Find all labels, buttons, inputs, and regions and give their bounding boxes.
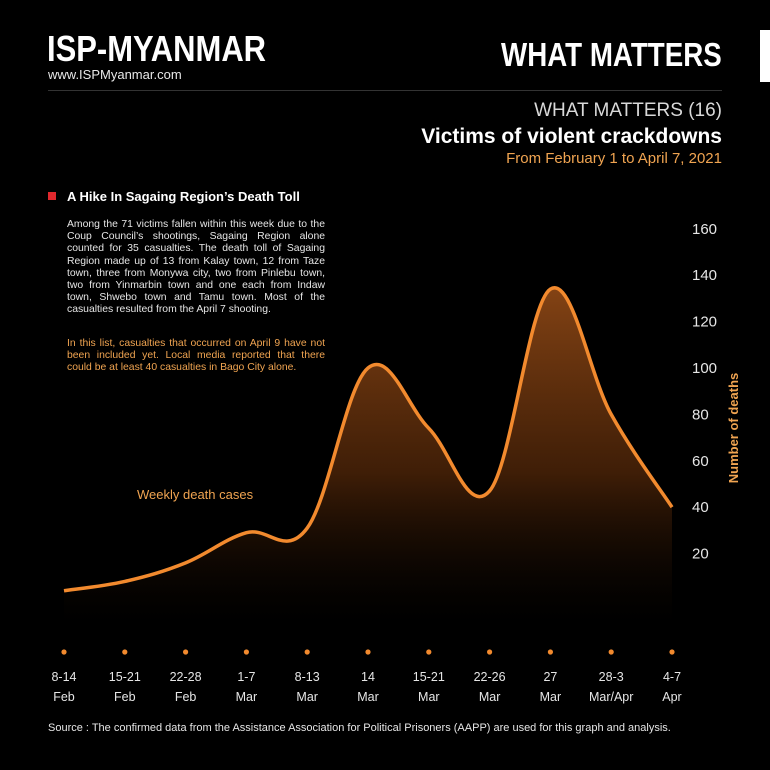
x-tick-label: 27 — [543, 670, 557, 684]
x-axis-dot — [61, 649, 67, 655]
x-tick-label: 15-21 — [109, 670, 141, 684]
y-tick-label: 20 — [692, 546, 709, 563]
section-bullet-icon — [48, 192, 56, 200]
x-axis-dot — [669, 649, 675, 655]
series-label: Weekly death cases — [137, 487, 254, 502]
source-note: Source : The confirmed data from the Ass… — [48, 722, 671, 734]
x-axis-dot — [608, 649, 614, 655]
y-tick-label: 60 — [692, 453, 709, 470]
area-fill — [64, 287, 672, 625]
x-axis-dot — [365, 649, 371, 655]
brand-url: www.ISPMyanmar.com — [48, 67, 182, 82]
x-axis-dot — [426, 649, 432, 655]
x-tick-sublabel: Mar — [418, 690, 440, 704]
y-axis-label: Number of deaths — [726, 373, 741, 484]
x-tick-sublabel: Apr — [662, 690, 681, 704]
brand-logo-text: ISP-MYANMAR — [47, 28, 267, 69]
x-tick-sublabel: Feb — [53, 690, 75, 704]
y-tick-label: 140 — [692, 267, 717, 284]
x-tick-sublabel: Mar — [236, 690, 258, 704]
x-tick-sublabel: Feb — [114, 690, 136, 704]
y-tick-label: 100 — [692, 360, 717, 377]
x-tick-label: 22-28 — [170, 670, 202, 684]
x-axis-dot — [487, 649, 493, 655]
x-tick-sublabel: Mar — [296, 690, 318, 704]
section-note-text: In this list, casualties that occurred o… — [67, 338, 325, 374]
x-tick-label: 8-14 — [51, 670, 76, 684]
x-axis-dot — [304, 649, 310, 655]
x-tick-sublabel: Mar — [540, 690, 562, 704]
header-what-matters: WHAT MATTERS — [501, 36, 722, 73]
x-axis-dot — [547, 649, 554, 655]
header-divider — [48, 90, 722, 91]
y-tick-label: 160 — [692, 221, 717, 238]
x-tick-sublabel: Mar — [479, 690, 501, 704]
x-tick-label: 4-7 — [663, 670, 681, 684]
x-tick-label: 22-26 — [474, 670, 506, 684]
section-body-text: Among the 71 victims fallen within this … — [67, 219, 325, 316]
page-title: Victims of violent crackdowns — [421, 125, 722, 148]
x-tick-sublabel: Mar/Apr — [589, 690, 633, 704]
x-tick-label: 1-7 — [237, 670, 255, 684]
x-tick-label: 28-3 — [599, 670, 624, 684]
x-axis-dot — [243, 649, 249, 655]
edge-tab-decoration — [760, 30, 770, 82]
x-tick-label: 14 — [361, 670, 375, 684]
x-tick-sublabel: Feb — [175, 690, 197, 704]
y-tick-label: 80 — [692, 406, 709, 423]
x-tick-label: 8-13 — [295, 670, 320, 684]
y-tick-label: 40 — [692, 499, 709, 516]
x-axis-dot — [183, 649, 189, 655]
series-title: WHAT MATTERS (16) — [534, 100, 722, 121]
x-tick-label: 15-21 — [413, 670, 445, 684]
date-range: From February 1 to April 7, 2021 — [506, 150, 722, 167]
x-tick-sublabel: Mar — [357, 690, 379, 704]
section-heading: A Hike In Sagaing Region’s Death Toll — [67, 189, 300, 204]
x-axis-dot — [122, 649, 128, 655]
y-tick-label: 120 — [692, 314, 717, 331]
series-line — [63, 286, 674, 593]
